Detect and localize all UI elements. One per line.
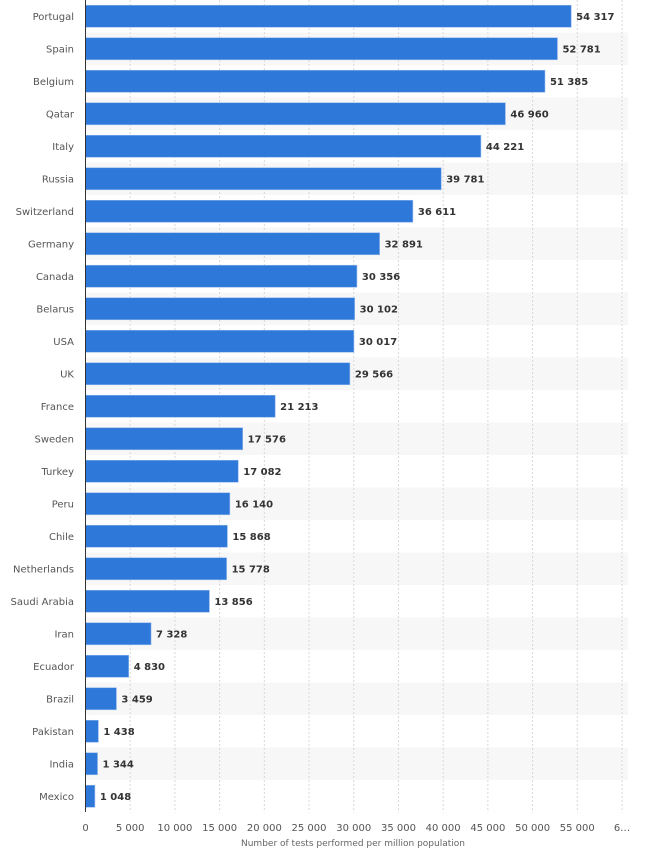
category-label: Ecuador: [33, 662, 75, 673]
value-label: 17 576: [248, 434, 286, 445]
bar-uk[interactable]: [85, 362, 351, 386]
x-axis-title: Number of tests performed per million po…: [241, 839, 465, 849]
x-tick-label: 25 000: [292, 823, 327, 834]
bar-india[interactable]: [85, 752, 98, 776]
category-label: Belarus: [36, 304, 74, 315]
row-band: [85, 682, 628, 715]
value-label: 7 328: [156, 629, 187, 640]
bar-belarus[interactable]: [85, 297, 355, 321]
value-label: 29 566: [355, 369, 393, 380]
value-label: 54 317: [576, 12, 614, 23]
category-label: Sweden: [34, 434, 74, 445]
value-label: 30 102: [360, 304, 398, 315]
bar-canada[interactable]: [85, 264, 358, 288]
bar-sweden[interactable]: [85, 427, 243, 451]
category-label: Peru: [52, 499, 74, 510]
bar-spain[interactable]: [85, 37, 558, 61]
value-label: 44 221: [486, 142, 524, 153]
x-tick-label: 35 000: [381, 823, 416, 834]
category-label: Saudi Arabia: [11, 597, 74, 608]
value-label: 32 891: [385, 239, 423, 250]
bar-netherlands[interactable]: [85, 557, 227, 581]
category-label: Canada: [36, 272, 74, 283]
bar-qatar[interactable]: [85, 102, 506, 126]
x-tick-label: 45 000: [470, 823, 505, 834]
value-label: 1 344: [103, 759, 134, 770]
value-label: 36 611: [418, 207, 456, 218]
category-label: Belgium: [33, 77, 74, 88]
value-label: 3 459: [121, 694, 152, 705]
bar-chile[interactable]: [85, 524, 228, 548]
value-label: 15 868: [232, 532, 270, 543]
x-tick-label: 10 000: [157, 823, 192, 834]
bar-portugal[interactable]: [85, 4, 572, 28]
bar-germany[interactable]: [85, 232, 380, 256]
row-band: [85, 617, 628, 650]
bar-brazil[interactable]: [85, 687, 117, 711]
bar-pakistan[interactable]: [85, 719, 99, 743]
bar-italy[interactable]: [85, 134, 482, 158]
value-label: 15 778: [232, 564, 270, 575]
x-tick-label: 5 000: [116, 823, 145, 834]
value-label: 30 356: [362, 272, 400, 283]
x-tick-label: 50 000: [515, 823, 550, 834]
category-label: Qatar: [46, 109, 75, 120]
value-label: 39 781: [446, 174, 484, 185]
bar-peru[interactable]: [85, 492, 231, 516]
category-label: Iran: [54, 629, 74, 640]
value-label: 1 048: [100, 792, 131, 803]
x-tick-label: 55 000: [560, 823, 595, 834]
bar-france[interactable]: [85, 394, 276, 418]
bar-iran[interactable]: [85, 622, 152, 646]
x-tick-label: 15 000: [202, 823, 237, 834]
value-label: 4 830: [134, 662, 165, 673]
category-label: Portugal: [33, 12, 74, 23]
bar-mexico[interactable]: [85, 784, 96, 808]
category-label: Mexico: [39, 792, 74, 803]
row-band: [85, 747, 628, 780]
value-label: 46 960: [510, 109, 548, 120]
bar-russia[interactable]: [85, 167, 442, 191]
x-tick-label: 40 000: [426, 823, 461, 834]
value-label: 13 856: [214, 597, 252, 608]
value-label: 17 082: [243, 467, 281, 478]
category-label: Netherlands: [13, 564, 74, 575]
category-label: Switzerland: [16, 207, 74, 218]
bar-switzerland[interactable]: [85, 199, 414, 223]
category-label: Italy: [52, 142, 74, 153]
category-label: UK: [60, 369, 74, 380]
value-label: 16 140: [235, 499, 273, 510]
bar-ecuador[interactable]: [85, 654, 129, 678]
bar-usa[interactable]: [85, 329, 355, 353]
category-label: India: [49, 759, 74, 770]
x-tick-label: 30 000: [336, 823, 371, 834]
category-label: Brazil: [46, 694, 74, 705]
category-label: Spain: [46, 44, 74, 55]
bar-belgium[interactable]: [85, 69, 546, 93]
value-label: 21 213: [280, 402, 318, 413]
x-tick-label: 6…: [614, 823, 630, 834]
value-label: 52 781: [562, 44, 600, 55]
category-label: USA: [53, 337, 74, 348]
category-label: Pakistan: [32, 727, 74, 738]
value-label: 1 438: [103, 727, 134, 738]
x-tick-label: 20 000: [247, 823, 282, 834]
value-label: 51 385: [550, 77, 588, 88]
x-tick-label: 0: [82, 823, 88, 834]
bar-turkey[interactable]: [85, 459, 239, 483]
value-label: 30 017: [359, 337, 397, 348]
category-label: Chile: [49, 532, 74, 543]
category-label: France: [41, 402, 74, 413]
bar-saudi-arabia[interactable]: [85, 589, 210, 613]
category-label: Germany: [28, 239, 74, 250]
category-label: Turkey: [40, 467, 74, 478]
category-label: Russia: [42, 174, 74, 185]
